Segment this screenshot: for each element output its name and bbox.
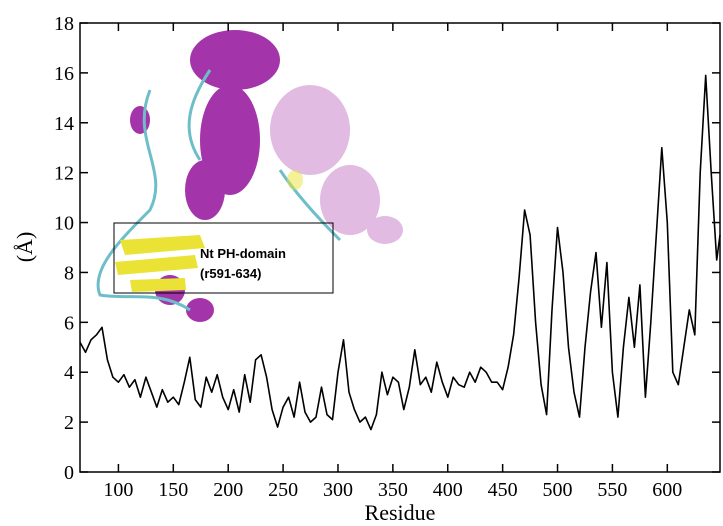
x-tick-label: 550 [597,479,627,501]
x-axis-label: Residue [365,500,436,525]
y-axis-label: (Å) [12,232,37,263]
x-tick-label: 350 [378,479,408,501]
y-tick-label: 0 [64,462,74,484]
y-tick-label: 16 [54,63,74,85]
x-tick-label: 600 [652,479,682,501]
x-tick-label: 400 [433,479,463,501]
x-tick-label: 150 [158,479,188,501]
annotation: (r591-634) [200,266,261,281]
x-tick-label: 450 [488,479,518,501]
annotation-box [113,222,334,294]
x-tick-label: 250 [268,479,298,501]
x-tick-label: 500 [543,479,573,501]
y-tick-label: 10 [54,213,74,235]
protein-structure [96,30,403,322]
y-tick-label: 18 [54,13,74,35]
x-tick-label: 200 [213,479,243,501]
plot-frame [79,22,721,473]
y-tick-label: 6 [64,312,74,334]
x-tick-label: 100 [103,479,133,501]
y-tick-label: 14 [54,113,74,135]
x-tick-label: 300 [323,479,353,501]
data-line [79,74,721,431]
y-tick-label: 8 [64,262,74,284]
y-tick-label: 2 [64,412,74,434]
annotation: Nt PH-domain [200,246,286,261]
y-tick-label: 12 [54,163,74,185]
y-tick-label: 4 [64,362,74,384]
